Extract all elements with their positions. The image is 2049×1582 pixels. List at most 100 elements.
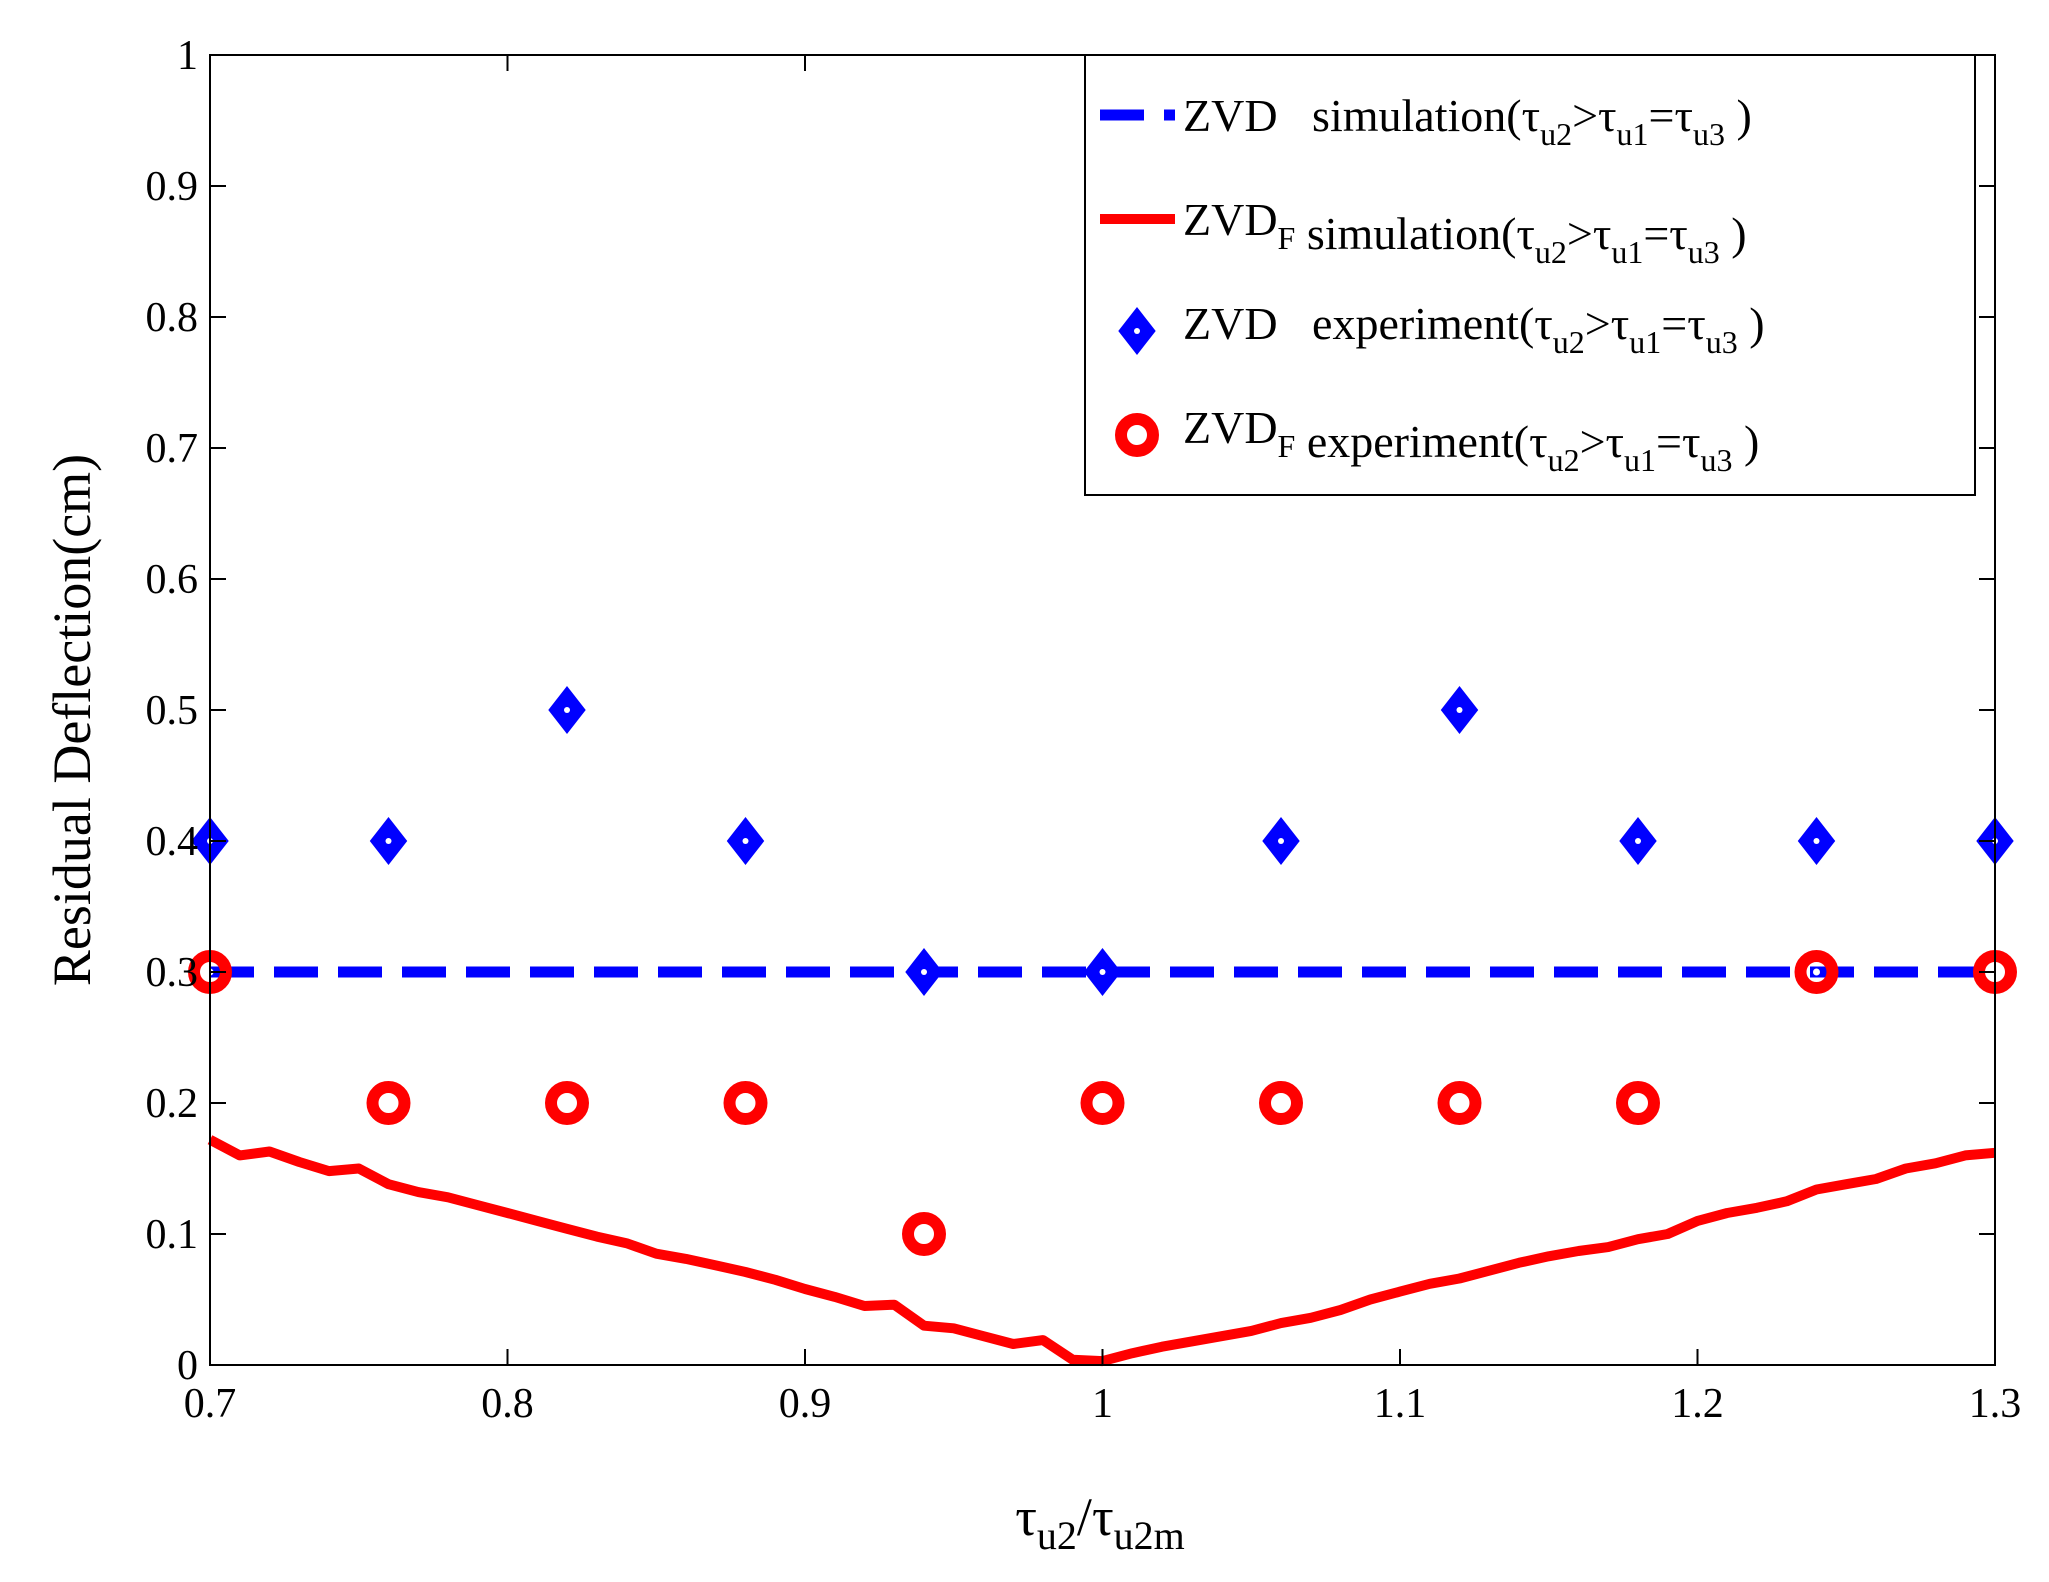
- legend-op: =: [1643, 208, 1669, 259]
- circle-marker-ring: [1080, 1081, 1125, 1125]
- data-point-circle: [1616, 1081, 1660, 1125]
- circle-marker-dot: [1813, 968, 1820, 976]
- legend-name: ZVD: [1183, 298, 1278, 349]
- legend-op: >: [1572, 90, 1598, 141]
- y-tick-label: 0: [177, 1343, 198, 1389]
- data-point-diamond: [1619, 817, 1657, 865]
- diamond-marker-dot: [921, 969, 927, 975]
- data-point-diamond: [726, 817, 765, 865]
- diamond-marker-dot: [1278, 838, 1284, 844]
- legend-sub: u2: [1548, 442, 1580, 478]
- xlabel-sep: /: [1077, 1487, 1092, 1547]
- legend-tau: τ: [1682, 416, 1701, 467]
- legend-tau: τ: [1675, 90, 1694, 141]
- y-tick-label: 1: [177, 33, 198, 79]
- legend-entry: ZVD experiment(τu2>τu1=τu3 ): [1118, 298, 1765, 360]
- circle-marker-ring: [902, 1212, 946, 1256]
- xlabel-tau2: τ: [1092, 1487, 1114, 1547]
- y-tick-label: 0.3: [146, 950, 199, 996]
- y-axis-label: Residual Deflection(cm): [42, 454, 102, 986]
- legend-close: ): [1720, 208, 1747, 259]
- diamond-marker-dot: [1099, 969, 1106, 975]
- legend-tau: τ: [1598, 90, 1617, 141]
- x-tick-label: 0.7: [184, 1381, 237, 1427]
- x-tick-label: 1.3: [1969, 1381, 2022, 1427]
- legend-name-sub: F: [1278, 220, 1296, 256]
- legend-op: >: [1585, 298, 1611, 349]
- circle-marker-dot: [563, 1099, 571, 1107]
- x-tick-label: 0.9: [779, 1381, 832, 1427]
- legend-label: ZVDF experiment(τu2>τu1=τu3 ): [1183, 402, 1759, 478]
- legend-entry: ZVD simulation(τu2>τu1=τu3 ): [1100, 90, 1752, 152]
- data-point-circle: [1437, 1081, 1482, 1125]
- y-tick-label: 0.8: [146, 295, 199, 341]
- y-tick-label: 0.4: [146, 819, 199, 865]
- diamond-marker-dot: [564, 707, 570, 713]
- data-point-circle: [545, 1081, 589, 1125]
- x-tick-label: 1.2: [1671, 1381, 1724, 1427]
- y-tick-label: 0.5: [146, 688, 199, 734]
- legend-box: [1084, 54, 1976, 496]
- diamond-marker-dot: [385, 838, 392, 844]
- legend-op: >: [1580, 416, 1606, 467]
- legend-kind: simulation(: [1295, 208, 1516, 259]
- diamond-marker-dot: [1134, 328, 1140, 334]
- x-tick-label: 0.8: [481, 1381, 534, 1427]
- legend-op: =: [1656, 416, 1682, 467]
- legend-close: ): [1725, 90, 1752, 141]
- data-point-diamond: [1262, 817, 1300, 865]
- legend-tau: τ: [1606, 416, 1625, 467]
- legend-name-sub: F: [1278, 428, 1296, 464]
- data-point-diamond: [548, 686, 586, 734]
- legend-op: >: [1567, 208, 1593, 259]
- legend-sub: u1: [1611, 234, 1643, 270]
- legend-tau: τ: [1593, 208, 1612, 259]
- legend: ZVD simulation(τu2>τu1=τu3 )ZVDF simulat…: [1084, 54, 1976, 496]
- legend-tau: τ: [1669, 208, 1688, 259]
- data-point-circle: [902, 1212, 946, 1256]
- legend-tau: τ: [1687, 298, 1706, 349]
- legend-name: ZVD: [1183, 90, 1278, 141]
- legend-kind: simulation(: [1278, 90, 1522, 141]
- legend-name: ZVD: [1183, 194, 1278, 245]
- axes: 0.7 0.8 0.9 1 1.1 1.2 1.3 0 0.1 0.2 0.3 0.4 0.5 0.6 0.…: [146, 33, 2022, 1427]
- legend-tau: τ: [1516, 208, 1535, 259]
- circle-marker-dot: [920, 1230, 928, 1238]
- data-point-circle: [1794, 950, 1839, 994]
- legend-sub: u3: [1700, 442, 1732, 478]
- legend-close: ): [1738, 298, 1765, 349]
- legend-name: ZVD: [1183, 402, 1278, 453]
- legend-label: ZVD experiment(τu2>τu1=τu3 ): [1183, 298, 1765, 360]
- xlabel-sub: u2: [1037, 1513, 1077, 1558]
- circle-marker-dot: [742, 1099, 749, 1107]
- diamond-marker-dot: [742, 838, 749, 844]
- x-tick-label: 1: [1092, 1381, 1113, 1427]
- data-point-diamond: [1083, 948, 1122, 996]
- circle-marker-dot: [385, 1099, 392, 1107]
- data-point-diamond: [905, 948, 943, 996]
- legend-op: =: [1649, 90, 1675, 141]
- circle-marker-ring: [1616, 1081, 1660, 1125]
- data-point-diamond: [1440, 686, 1479, 734]
- data-point-diamond: [1797, 817, 1836, 865]
- y-tick-label: 0.9: [146, 164, 199, 210]
- legend-sub: u2: [1535, 234, 1567, 270]
- legend-sub: u3: [1706, 324, 1738, 360]
- data-point-diamond: [369, 817, 408, 865]
- circle-marker-ring: [1794, 950, 1839, 994]
- legend-entry: ZVDF experiment(τu2>τu1=τu3 ): [1115, 402, 1759, 478]
- legend-circle-sample: [1115, 413, 1159, 457]
- circle-marker-dot: [1277, 1099, 1285, 1107]
- legend-sub: u3: [1688, 234, 1720, 270]
- legend-entry: ZVDF simulation(τu2>τu1=τu3 ): [1100, 194, 1747, 270]
- circle-marker-ring: [1437, 1081, 1482, 1125]
- y-tick-label: 0.2: [146, 1081, 199, 1127]
- circle-marker-ring: [366, 1081, 411, 1125]
- circle-marker-ring: [1115, 413, 1159, 457]
- legend-diamond-sample: [1118, 307, 1156, 355]
- data-point-circle: [1080, 1081, 1125, 1125]
- circle-marker-ring: [1259, 1081, 1303, 1125]
- circle-marker-dot: [1133, 431, 1141, 439]
- legend-tau: τ: [1522, 90, 1541, 141]
